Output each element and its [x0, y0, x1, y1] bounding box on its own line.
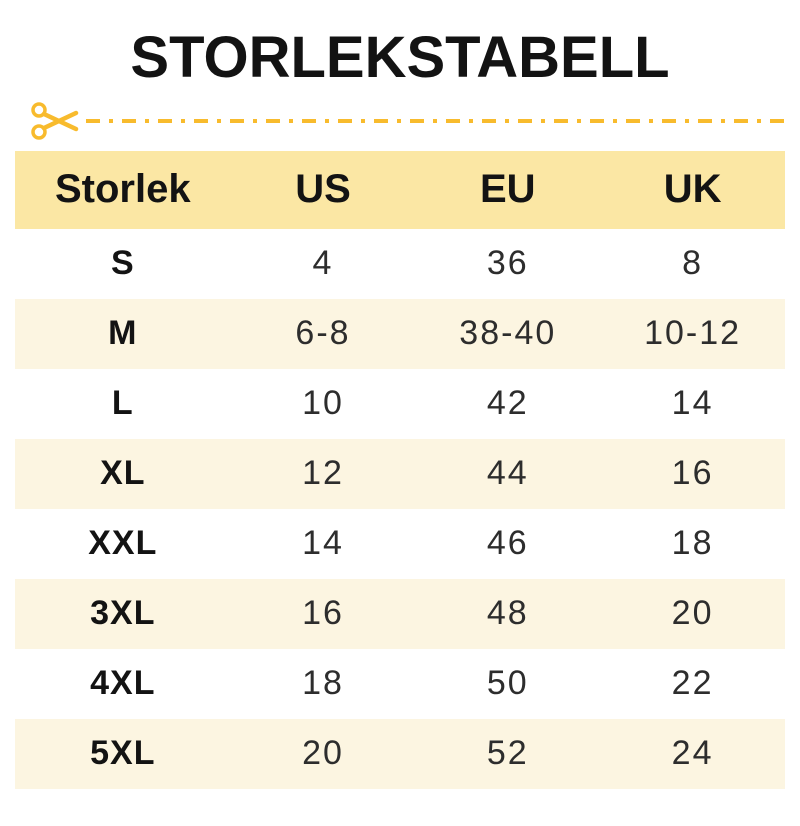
us-value-cell: 20: [302, 734, 344, 773]
eu-value-cell: 52: [486, 734, 529, 773]
us-value-cell: 4: [312, 244, 334, 283]
page-title: STORLEKSTABELL: [130, 25, 670, 90]
scissors-icon: [31, 102, 79, 140]
uk-value-cell: 14: [671, 384, 714, 423]
eu-value-cell: 50: [486, 664, 529, 703]
table-header-row: Storlek US EU UK: [15, 150, 785, 229]
size-cell: 3XL: [90, 594, 156, 633]
us-value-cell: 14: [302, 524, 344, 563]
eu-value-cell: 42: [486, 384, 529, 423]
cut-line: [30, 99, 786, 143]
us-value-cell: 16: [302, 594, 344, 633]
uk-value-cell: 24: [671, 734, 714, 773]
eu-value-cell: 48: [486, 594, 529, 633]
us-value-cell: 18: [302, 664, 344, 703]
uk-value-cell: 8: [682, 244, 704, 283]
size-cell: M: [108, 314, 138, 353]
us-value-cell: 12: [302, 454, 344, 493]
header-eu: EU: [480, 167, 536, 212]
table-row: M 6-8 38-40 10-12: [15, 298, 785, 369]
uk-value-cell: 10-12: [644, 314, 742, 353]
size-cell: 4XL: [90, 664, 156, 703]
eu-value-cell: 36: [486, 244, 529, 283]
header-uk: UK: [663, 167, 722, 212]
size-table: Storlek US EU UK S 4 36 8 M 6-8 38-40 10…: [15, 150, 785, 789]
table-row: 4XL 18 50 22: [15, 648, 785, 719]
table-row: 3XL 16 48 20: [15, 578, 785, 649]
table-row: XXL 14 46 18: [15, 508, 785, 579]
uk-value-cell: 22: [671, 664, 714, 703]
table-row: L 10 42 14: [15, 368, 785, 439]
us-value-cell: 10: [302, 384, 344, 423]
eu-value-cell: 38-40: [459, 314, 557, 353]
eu-value-cell: 44: [486, 454, 529, 493]
size-cell: S: [110, 244, 135, 283]
size-cell: XL: [100, 454, 146, 493]
table-row: S 4 36 8: [15, 228, 785, 299]
uk-value-cell: 16: [671, 454, 714, 493]
size-cell: L: [111, 384, 134, 423]
header-storlek: Storlek: [54, 167, 191, 212]
size-cell: XXL: [88, 524, 158, 563]
table-row: 5XL 20 52 24: [15, 718, 785, 789]
size-cell: 5XL: [90, 734, 156, 773]
header-us: US: [295, 167, 351, 212]
eu-value-cell: 46: [486, 524, 529, 563]
uk-value-cell: 20: [671, 594, 714, 633]
dashed-cut-line: [86, 118, 786, 123]
uk-value-cell: 18: [671, 524, 714, 563]
table-row: XL 12 44 16: [15, 438, 785, 509]
us-value-cell: 6-8: [295, 314, 351, 353]
